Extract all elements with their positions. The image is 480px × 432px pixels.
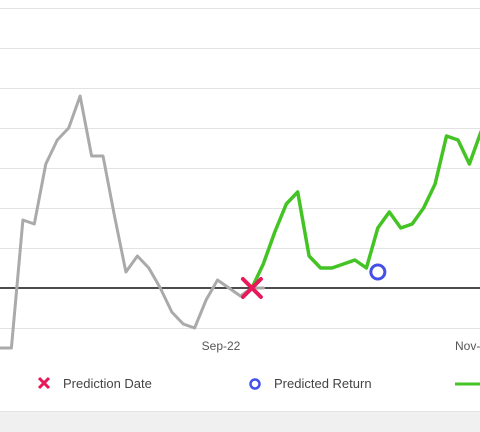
- legend-label-predicted-return: Predicted Return: [274, 376, 372, 391]
- ring-icon: [249, 378, 261, 390]
- prediction-date-marker: [240, 277, 263, 299]
- predicted-return-marker: [369, 263, 387, 281]
- legend-item-prediction-date[interactable]: Prediction Date: [37, 376, 152, 391]
- x-mark-icon: [37, 376, 51, 390]
- legend: Prediction Date Predicted Return: [37, 376, 480, 391]
- history-series-line: [0, 94, 265, 350]
- series-lines: [0, 94, 480, 350]
- x-tick-label-0: Sep-22: [202, 339, 241, 353]
- markers: [240, 263, 387, 299]
- legend-item-predicted-return[interactable]: Predicted Return: [249, 376, 372, 391]
- x-tick-label-1: Nov-: [455, 339, 480, 353]
- grid-lines: [0, 8, 480, 329]
- bottom-strip: [0, 412, 480, 432]
- legend-label-prediction-date: Prediction Date: [63, 376, 152, 391]
- x-axis: Sep-22 Nov-: [202, 339, 480, 353]
- forecast-series-line: [250, 130, 480, 290]
